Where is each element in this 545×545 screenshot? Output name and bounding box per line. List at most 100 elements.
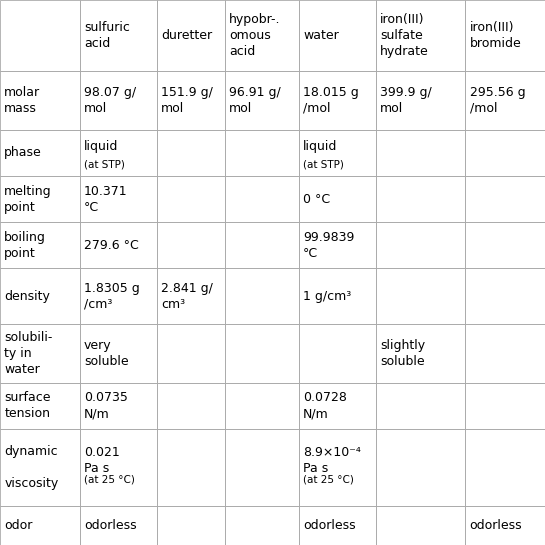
Bar xyxy=(80,222,156,269)
Bar xyxy=(376,176,465,222)
Bar xyxy=(156,383,225,429)
Bar xyxy=(376,324,465,383)
Text: boiling
point: boiling point xyxy=(4,231,46,260)
Bar xyxy=(465,383,545,429)
Text: (at STP): (at STP) xyxy=(84,160,125,169)
Text: (at STP): (at STP) xyxy=(303,160,344,169)
Bar xyxy=(0,429,80,506)
Text: 1.8305 g
/cm³: 1.8305 g /cm³ xyxy=(84,282,140,311)
Text: liquid: liquid xyxy=(303,140,337,153)
Bar xyxy=(156,222,225,269)
Text: 10.371
°C: 10.371 °C xyxy=(84,185,128,214)
Text: slightly
soluble: slightly soluble xyxy=(380,339,425,368)
Bar xyxy=(299,222,376,269)
Bar xyxy=(156,176,225,222)
Bar xyxy=(225,506,299,545)
Bar xyxy=(80,130,156,176)
Bar xyxy=(225,222,299,269)
Bar xyxy=(225,324,299,383)
Bar xyxy=(299,269,376,324)
Text: 96.91 g/
mol: 96.91 g/ mol xyxy=(229,86,281,115)
Text: iron(III)
bromide: iron(III) bromide xyxy=(470,21,522,50)
Text: 18.015 g
/mol: 18.015 g /mol xyxy=(303,86,359,115)
Bar xyxy=(80,0,156,71)
Bar xyxy=(0,130,80,176)
Bar xyxy=(376,130,465,176)
Text: (at 25 °C): (at 25 °C) xyxy=(84,475,135,485)
Bar xyxy=(299,429,376,506)
Bar xyxy=(465,130,545,176)
Bar xyxy=(156,324,225,383)
Bar xyxy=(376,222,465,269)
Text: very
soluble: very soluble xyxy=(84,339,129,368)
Bar xyxy=(299,383,376,429)
Bar xyxy=(0,269,80,324)
Bar xyxy=(80,506,156,545)
Bar xyxy=(299,324,376,383)
Text: molar
mass: molar mass xyxy=(4,86,40,115)
Text: 0 °C: 0 °C xyxy=(303,192,330,205)
Bar xyxy=(376,383,465,429)
Bar xyxy=(156,71,225,130)
Bar xyxy=(80,324,156,383)
Bar xyxy=(0,324,80,383)
Text: (at 25 °C): (at 25 °C) xyxy=(303,475,354,485)
Text: solubili-
ty in
water: solubili- ty in water xyxy=(4,331,53,376)
Bar xyxy=(376,269,465,324)
Text: odorless: odorless xyxy=(470,519,522,532)
Bar xyxy=(225,130,299,176)
Bar xyxy=(80,176,156,222)
Text: iron(III)
sulfate
hydrate: iron(III) sulfate hydrate xyxy=(380,13,429,58)
Bar xyxy=(465,506,545,545)
Bar xyxy=(0,383,80,429)
Bar xyxy=(225,71,299,130)
Text: odorless: odorless xyxy=(84,519,137,532)
Text: melting
point: melting point xyxy=(4,185,52,214)
Bar xyxy=(0,176,80,222)
Bar xyxy=(465,429,545,506)
Text: 98.07 g/
mol: 98.07 g/ mol xyxy=(84,86,136,115)
Text: sulfuric
acid: sulfuric acid xyxy=(84,21,130,50)
Bar xyxy=(465,176,545,222)
Bar xyxy=(225,176,299,222)
Text: odor: odor xyxy=(4,519,33,532)
Text: water: water xyxy=(303,29,339,42)
Bar xyxy=(465,269,545,324)
Bar xyxy=(465,71,545,130)
Bar xyxy=(299,130,376,176)
Bar xyxy=(80,429,156,506)
Bar xyxy=(299,176,376,222)
Bar xyxy=(376,71,465,130)
Bar xyxy=(0,0,80,71)
Bar xyxy=(376,0,465,71)
Text: 0.0728
N/m: 0.0728 N/m xyxy=(303,391,347,420)
Text: surface
tension: surface tension xyxy=(4,391,51,420)
Bar xyxy=(376,506,465,545)
Text: dynamic

viscosity: dynamic viscosity xyxy=(4,445,59,490)
Bar xyxy=(299,71,376,130)
Text: 0.0735
N/m: 0.0735 N/m xyxy=(84,391,128,420)
Bar xyxy=(225,383,299,429)
Text: 2.841 g/
cm³: 2.841 g/ cm³ xyxy=(161,282,213,311)
Bar xyxy=(465,324,545,383)
Bar xyxy=(0,71,80,130)
Bar xyxy=(465,0,545,71)
Bar xyxy=(225,269,299,324)
Bar xyxy=(80,269,156,324)
Text: 8.9×10⁻⁴
Pa s: 8.9×10⁻⁴ Pa s xyxy=(303,446,361,475)
Text: 1 g/cm³: 1 g/cm³ xyxy=(303,290,352,303)
Bar xyxy=(156,269,225,324)
Bar xyxy=(299,0,376,71)
Text: 99.9839
°C: 99.9839 °C xyxy=(303,231,355,260)
Text: duretter: duretter xyxy=(161,29,212,42)
Text: 0.021
Pa s: 0.021 Pa s xyxy=(84,446,120,475)
Bar xyxy=(299,506,376,545)
Text: 151.9 g/
mol: 151.9 g/ mol xyxy=(161,86,213,115)
Bar xyxy=(156,429,225,506)
Text: phase: phase xyxy=(4,146,42,159)
Bar xyxy=(0,222,80,269)
Text: density: density xyxy=(4,290,50,303)
Text: hypobr-.
omous
acid: hypobr-. omous acid xyxy=(229,13,281,58)
Bar xyxy=(156,506,225,545)
Bar xyxy=(376,429,465,506)
